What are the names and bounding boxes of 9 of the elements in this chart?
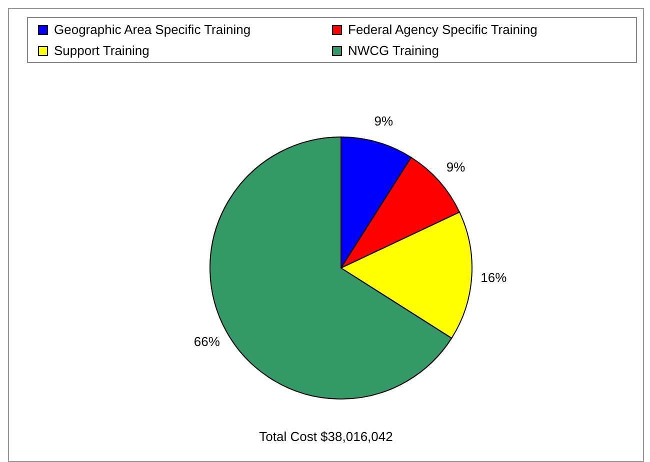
legend-label: NWCG Training (348, 43, 440, 58)
text: Total Cost $38,016,042 (258, 429, 394, 444)
legend-label: Geographic Area Specific Training (54, 22, 251, 37)
data-label: 66% (194, 334, 220, 350)
legend-label: Support Training (54, 43, 150, 58)
data-label: 16% (480, 270, 508, 286)
data-label: 9% (374, 114, 394, 129)
data-label: 9% (446, 159, 466, 174)
legend-label: Federal Agency Specific Training (348, 22, 538, 37)
